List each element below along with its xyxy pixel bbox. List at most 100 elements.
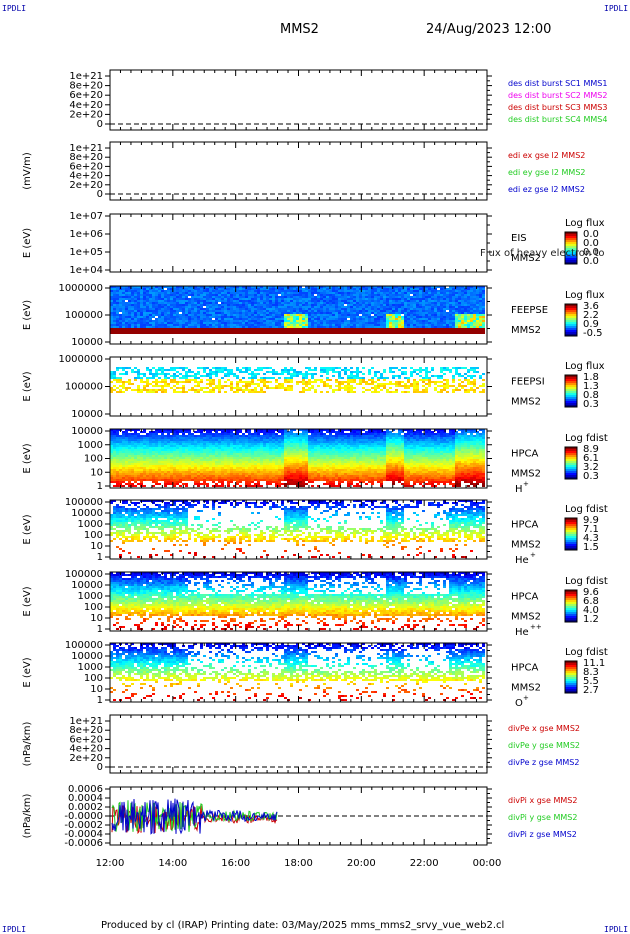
colorbar-cell <box>565 383 577 386</box>
colorbar-tick-label: 9.9 <box>583 515 599 526</box>
y-tick-label: 100000 <box>65 497 103 508</box>
y-tick-label: 100000 <box>65 310 103 321</box>
colorbar-cell <box>565 401 577 404</box>
y-tick-label: 10000 <box>71 426 103 437</box>
y-tick-label: 10000 <box>71 337 103 348</box>
colorbar-cell <box>565 536 577 539</box>
colorbar-cell <box>565 318 577 321</box>
y-tick-label: 10000 <box>71 409 103 420</box>
colorbar-frame <box>564 517 578 551</box>
colorbar-tick-label: 8.9 <box>583 444 599 455</box>
y-tick-label: 2e+20 <box>69 180 103 191</box>
instrument-label: HPCA <box>511 663 539 674</box>
colorbar-cell <box>565 381 577 384</box>
y-tick-label: 1 <box>97 624 103 635</box>
x-tick-label: 12:00 <box>96 858 125 869</box>
colorbar-cell <box>565 322 577 325</box>
spacecraft-label: MMS2 <box>511 469 541 480</box>
colorbar-tick-label: 2.2 <box>583 310 599 321</box>
colorbar-cell <box>565 618 577 621</box>
spacecraft-label: MMS2 <box>511 397 541 408</box>
corner-label-top-right: IPDLI <box>604 4 629 13</box>
instrument-label: HPCA <box>511 520 539 531</box>
colorbar-cell <box>565 534 577 537</box>
y-tick-label: 8e+20 <box>69 725 103 736</box>
y-axis-label: E (eV) <box>22 228 33 258</box>
colorbar-frame <box>564 589 578 623</box>
y-tick-label: 6e+20 <box>69 734 103 745</box>
species-charge-label: ++ <box>530 623 542 631</box>
species-charge-label: + <box>523 480 529 488</box>
legend-entry: edi ey gse l2 MMS2 <box>508 168 586 177</box>
legend-entry: des dist burst SC2 MMS2 <box>508 91 607 100</box>
spectrogram-7 <box>110 500 485 558</box>
instrument-label: FEEPSI <box>511 377 545 388</box>
colorbar-cell <box>565 455 577 458</box>
panel-frame-10 <box>109 714 488 774</box>
colorbar-cell <box>565 449 577 452</box>
colorbar-frame <box>564 446 578 480</box>
colorbar-cell <box>565 240 577 243</box>
colorbar-tick-label: 0.0 <box>583 238 599 249</box>
species-label: He <box>515 627 529 638</box>
y-tick-label: -0.0000 <box>64 811 103 822</box>
y-tick-label: 2e+20 <box>69 109 103 120</box>
colorbar-tick-label: 1.8 <box>583 372 599 383</box>
instrument-label: FEEPSE <box>511 305 548 316</box>
colorbar-tick-label: 0.0 <box>583 256 599 267</box>
colorbar-cell <box>565 260 577 263</box>
y-tick-label: 1e+05 <box>69 247 103 258</box>
colorbar-cell <box>565 453 577 456</box>
colorbar-cell <box>565 614 577 617</box>
colorbar-cell <box>565 328 577 331</box>
instrument-label: EIS <box>511 233 527 244</box>
colorbar-cell <box>565 608 577 611</box>
y-tick-label: 100 <box>84 454 103 465</box>
species-label: He <box>515 555 529 566</box>
colorbar-cell <box>565 312 577 315</box>
colorbar-tick-label: 4.3 <box>583 533 599 544</box>
colorbar-tick-label: 3.6 <box>583 301 599 312</box>
spectrogram-4 <box>110 286 485 334</box>
colorbar-cell <box>565 451 577 454</box>
colorbar-cell <box>565 391 577 394</box>
colorbar-cell <box>565 675 577 678</box>
colorbar-cell <box>565 528 577 531</box>
x-tick-label: 00:00 <box>473 858 502 869</box>
colorbar-cell <box>565 326 577 329</box>
legend-entry: edi ez gse l2 MMS2 <box>508 185 585 194</box>
y-tick-label: 10000 <box>71 508 103 519</box>
y-tick-label: 8e+20 <box>69 81 103 92</box>
legend-entry: divPe y gse MMS2 <box>508 741 580 750</box>
colorbar-tick-label: 0.3 <box>583 471 599 482</box>
colorbar-cell <box>565 252 577 255</box>
colorbar-title: Log fdist <box>565 647 608 658</box>
y-tick-label: -0.0004 <box>64 829 103 840</box>
colorbar-tick-label: 0.0 <box>583 247 599 258</box>
colorbar-cell <box>565 518 577 521</box>
colorbar-cell <box>565 459 577 462</box>
colorbar-cell <box>565 661 577 664</box>
colorbar-tick-label: 5.5 <box>583 676 599 687</box>
y-tick-label: 10 <box>90 613 103 624</box>
colorbar-cell <box>565 522 577 525</box>
colorbar-cell <box>565 324 577 327</box>
colorbar-cell <box>565 683 577 686</box>
y-tick-label: 2e+20 <box>69 753 103 764</box>
colorbar-cell <box>565 389 577 392</box>
y-tick-label: 1 <box>97 481 103 492</box>
colorbar-tick-label: 8.3 <box>583 667 599 678</box>
spacecraft-title: MMS2 <box>280 22 319 37</box>
colorbar-cell <box>565 687 577 690</box>
colorbar-tick-label: 0.8 <box>583 390 599 401</box>
x-tick-label: 14:00 <box>158 858 187 869</box>
y-tick-label: -0.0002 <box>64 820 103 831</box>
colorbar-cell <box>565 665 577 668</box>
colorbar-cell <box>565 592 577 595</box>
y-tick-label: 1e+06 <box>69 229 103 240</box>
spectrogram-5 <box>110 367 485 393</box>
y-tick-label: 1000000 <box>58 354 103 365</box>
colorbar-cell <box>565 673 577 676</box>
species-charge-label: + <box>530 551 536 559</box>
colorbar-cell <box>565 377 577 380</box>
